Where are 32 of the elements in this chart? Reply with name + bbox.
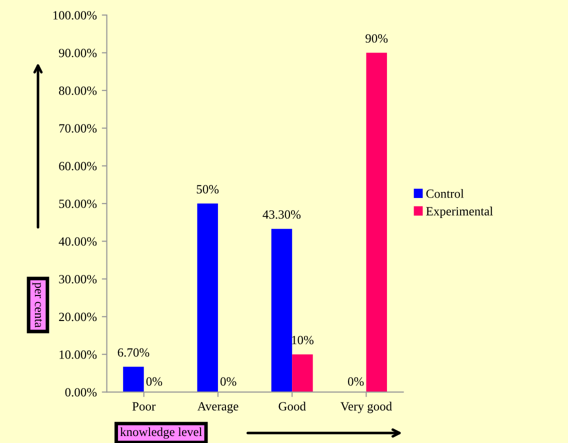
y-tick-label: 70.00% — [59, 124, 97, 133]
y-tick-label: 0.00% — [65, 388, 97, 397]
y-tick-label: 30.00% — [59, 274, 97, 284]
y-tick-label: 10.00% — [60, 350, 97, 359]
x-tick-label: Poor — [132, 402, 156, 411]
data-label: 0% — [146, 377, 162, 386]
y-axis-title: per centa — [32, 282, 42, 328]
bar — [366, 52, 387, 392]
data-label: 6.70% — [118, 348, 150, 357]
x-tick-label: Average — [197, 402, 238, 414]
bar — [292, 354, 313, 392]
legend-label: Control — [426, 189, 464, 198]
y-tick-label: 50.00% — [59, 200, 97, 208]
y-tick-label: 40.00% — [58, 237, 97, 246]
x-tick-label: Very good — [340, 402, 392, 414]
bar — [197, 204, 218, 392]
x-tick-label: Good — [278, 402, 306, 411]
legend-label: Experimental — [426, 206, 493, 218]
data-label: 90% — [366, 34, 388, 43]
y-tick-label: 60.00% — [59, 162, 97, 170]
data-label: 0% — [220, 377, 236, 386]
data-label: 10% — [292, 336, 314, 344]
bar — [123, 366, 144, 392]
x-axis-title: knowledge level — [120, 427, 202, 439]
y-tick-label: 20.00% — [59, 312, 97, 322]
y-tick-label: 90.00% — [58, 48, 97, 58]
data-label: 50% — [196, 185, 219, 194]
data-label: 0% — [348, 377, 364, 386]
y-tick-label: 80.00% — [59, 86, 97, 95]
data-label: 43.30% — [262, 210, 301, 219]
y-tick-label: 100.00% — [53, 11, 97, 20]
bar — [271, 228, 292, 392]
